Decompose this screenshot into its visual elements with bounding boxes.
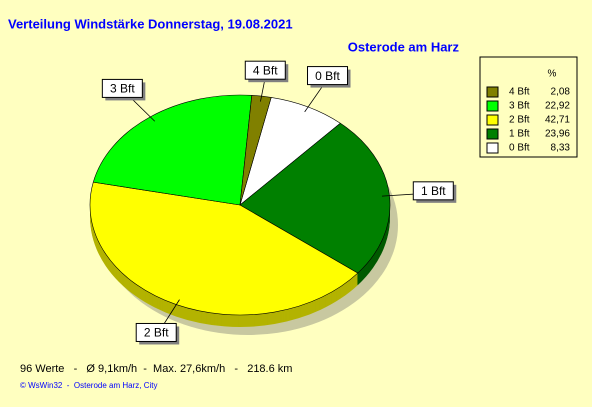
slice-label: 1 Bft bbox=[421, 184, 446, 198]
legend-value: 42,71 bbox=[545, 115, 570, 126]
legend-label: 2 Bft bbox=[509, 115, 530, 126]
footer: 96 Werte - Ø 9,1km/h - Max. 27,6km/h - 2… bbox=[20, 363, 292, 375]
legend-label: 4 Bft bbox=[509, 87, 530, 98]
label-box bbox=[101, 78, 143, 98]
legend-value: 23,96 bbox=[545, 129, 570, 140]
slice-label: 4 Bft bbox=[253, 63, 278, 77]
legend-label: 0 Bft bbox=[509, 143, 530, 154]
legend-swatch bbox=[486, 100, 499, 112]
label-box bbox=[135, 322, 177, 342]
slice-label: 2 Bft bbox=[144, 326, 169, 340]
copyright: © WsWin32 - Osterode am Harz, City bbox=[20, 381, 157, 390]
legend-header: % bbox=[548, 69, 557, 80]
label-box bbox=[307, 66, 349, 86]
legend-label: 3 Bft bbox=[509, 101, 530, 112]
legend-swatch bbox=[486, 114, 499, 126]
chart-subtitle: Osterode am Harz bbox=[348, 39, 460, 54]
chart-title: Verteilung Windstärke Donnerstag, 19.08.… bbox=[8, 16, 293, 31]
legend-swatch bbox=[486, 142, 499, 154]
label-box bbox=[244, 60, 286, 80]
legend-value: 8,33 bbox=[551, 143, 571, 154]
legend-value: 2,08 bbox=[551, 87, 571, 98]
legend-label: 1 Bft bbox=[509, 129, 530, 140]
label-box bbox=[412, 181, 454, 201]
slice-label: 0 Bft bbox=[315, 69, 340, 83]
legend-swatch bbox=[486, 128, 499, 140]
legend-value: 22,92 bbox=[545, 101, 570, 112]
slice-label: 3 Bft bbox=[110, 82, 135, 96]
legend-swatch bbox=[486, 86, 499, 98]
